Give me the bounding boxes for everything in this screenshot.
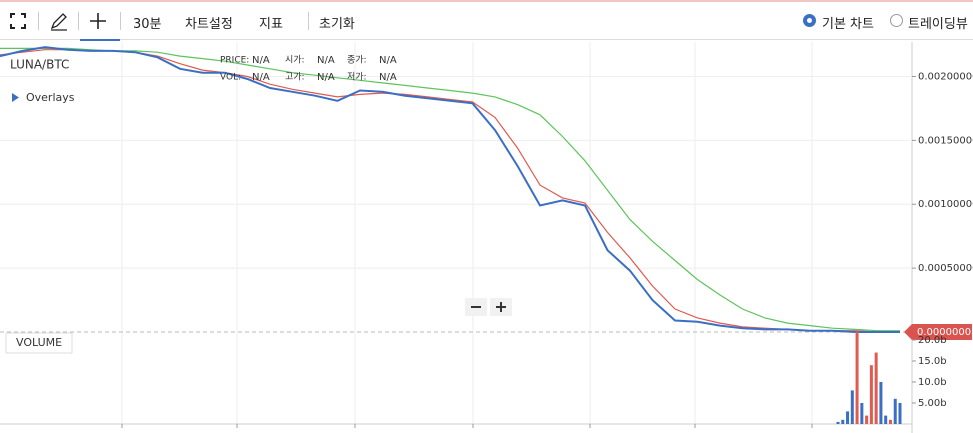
view-tradingview[interactable]: 트레이딩뷰: [908, 17, 968, 32]
price-line: [0, 46, 900, 333]
radio-basic[interactable]: [803, 14, 816, 27]
active-indicator: [80, 39, 120, 41]
separator: [120, 12, 121, 30]
volume-bar: [884, 415, 888, 424]
symbol: LUNA/BTC: [10, 58, 69, 72]
volume-bar: [893, 398, 897, 424]
volume-bar: [836, 421, 840, 424]
crosshair-icon[interactable]: [89, 12, 107, 30]
volume-bar: [855, 331, 859, 424]
y-tick-label: 5.00b: [918, 398, 947, 409]
field-label: 시가:: [285, 55, 305, 66]
volume-bar: [841, 419, 845, 424]
y-tick-label: 0.00050000: [918, 263, 973, 274]
y-tick-label: 15.0b: [918, 356, 947, 367]
volume-bar: [850, 390, 854, 424]
overlays-arrow: [12, 93, 19, 102]
toolbar: 30분 차트설정 지표 초기화 기본 차트 트레이딩뷰: [0, 0, 973, 41]
separator: [308, 12, 309, 30]
draw-icon[interactable]: [50, 13, 68, 31]
volume-bar: [898, 402, 902, 424]
field-value: N/A: [317, 55, 335, 66]
y-tick-label: 20.0b: [918, 335, 947, 346]
volume-bar: [888, 419, 892, 424]
field-label: 저가:: [347, 72, 367, 83]
separator: [38, 12, 39, 30]
y-tick-label: 0.00200000: [918, 71, 973, 82]
chart: 0.00050000 0.00100000 0.00150000 0.00200000…: [0, 42, 973, 433]
radio-tradingview[interactable]: [890, 14, 903, 27]
y-tick-label: 10.0b: [918, 377, 947, 388]
indicators-menu[interactable]: 지표: [259, 17, 283, 32]
volume-bar: [846, 411, 850, 424]
last-price-label: 0.00000001: [917, 327, 973, 338]
last-price-tag: [904, 323, 972, 340]
field-value: N/A: [252, 72, 270, 83]
y-tick-label: 0.00100000: [918, 199, 973, 210]
field-value: N/A: [379, 55, 397, 66]
volume-title: VOLUME: [16, 336, 62, 349]
fullscreen-icon[interactable]: [10, 13, 26, 29]
interval-select[interactable]: 30분: [133, 17, 162, 32]
volume-bar: [869, 365, 873, 424]
volume-bar: [879, 381, 883, 424]
field-label: 고가:: [285, 72, 305, 83]
moving-average: [0, 49, 900, 333]
field-value: N/A: [252, 55, 270, 66]
overlays-label: Overlays: [26, 91, 75, 104]
volume-bar: [865, 415, 869, 424]
field-value: N/A: [317, 72, 335, 83]
volume-bar: [860, 402, 864, 424]
volume-bar: [874, 352, 878, 424]
zoom-in-icon: [496, 302, 506, 312]
field-label: VOL:: [220, 73, 241, 83]
moving-average: [0, 47, 900, 332]
view-basic[interactable]: 기본 차트: [822, 17, 874, 32]
field-label: 종가:: [347, 55, 367, 66]
field-value: N/A: [379, 72, 397, 83]
settings-menu[interactable]: 차트설정: [185, 17, 233, 32]
separator: [78, 12, 79, 30]
field-label: PRICE:: [220, 56, 249, 66]
volume-title-box: [5, 332, 73, 354]
reset-button[interactable]: 초기화: [319, 17, 355, 32]
y-tick-label: 0.00150000: [918, 135, 973, 146]
